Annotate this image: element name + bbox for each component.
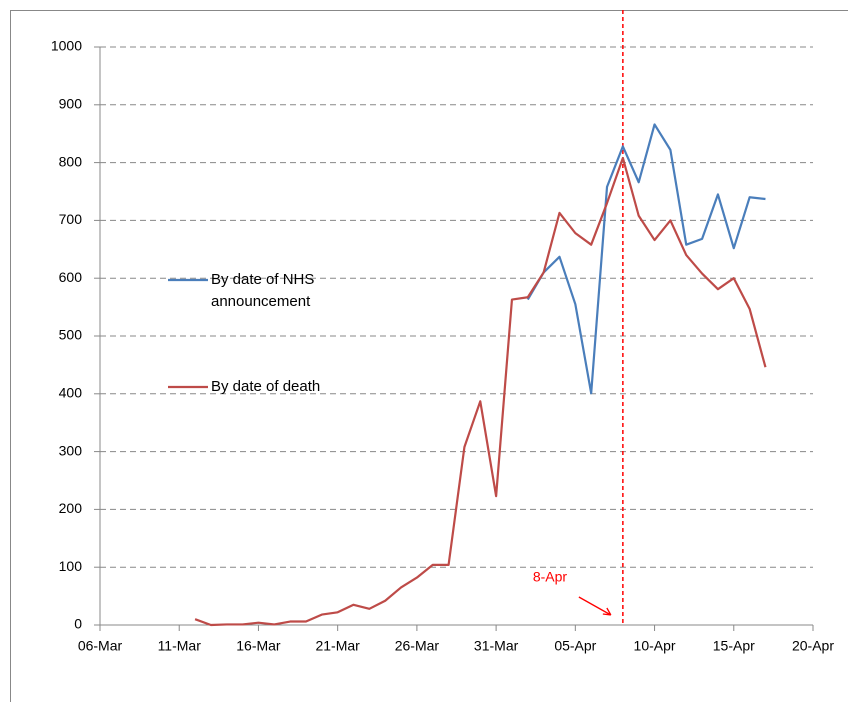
series-line	[194, 156, 767, 627]
x-tick-label: 15-Apr	[713, 638, 755, 654]
y-tick-label: 1000	[51, 38, 82, 54]
x-tick-label: 06-Mar	[78, 638, 123, 654]
y-tick-label: 800	[59, 153, 83, 169]
series-line	[526, 123, 766, 395]
x-tick-label: 31-Mar	[474, 638, 519, 654]
x-tick-label: 16-Mar	[236, 638, 281, 654]
y-tick-label: 500	[59, 327, 83, 343]
x-tick-label: 10-Apr	[634, 638, 676, 654]
x-tick-label: 11-Mar	[158, 638, 202, 654]
annotation-arrow	[578, 596, 612, 616]
legend-label: By date of death	[211, 378, 321, 395]
y-tick-label: 100	[59, 558, 83, 574]
y-tick-label: 400	[59, 385, 83, 401]
y-tick-label: 900	[59, 96, 83, 112]
legend-label: By date of NHS announcement	[211, 271, 315, 310]
x-tick-label: 20-Apr	[792, 638, 834, 654]
y-tick-label: 300	[59, 442, 83, 458]
y-tick-label: 600	[59, 269, 83, 285]
y-tick-label: 200	[59, 500, 83, 516]
annotation-label: 8-Apr	[533, 569, 568, 585]
y-tick-label: 700	[59, 211, 83, 227]
x-tick-label: 26-Mar	[395, 638, 440, 654]
x-tick-label: 05-Apr	[554, 638, 596, 654]
y-tick-label: 0	[74, 616, 82, 632]
x-tick-label: 21-Mar	[315, 638, 360, 654]
